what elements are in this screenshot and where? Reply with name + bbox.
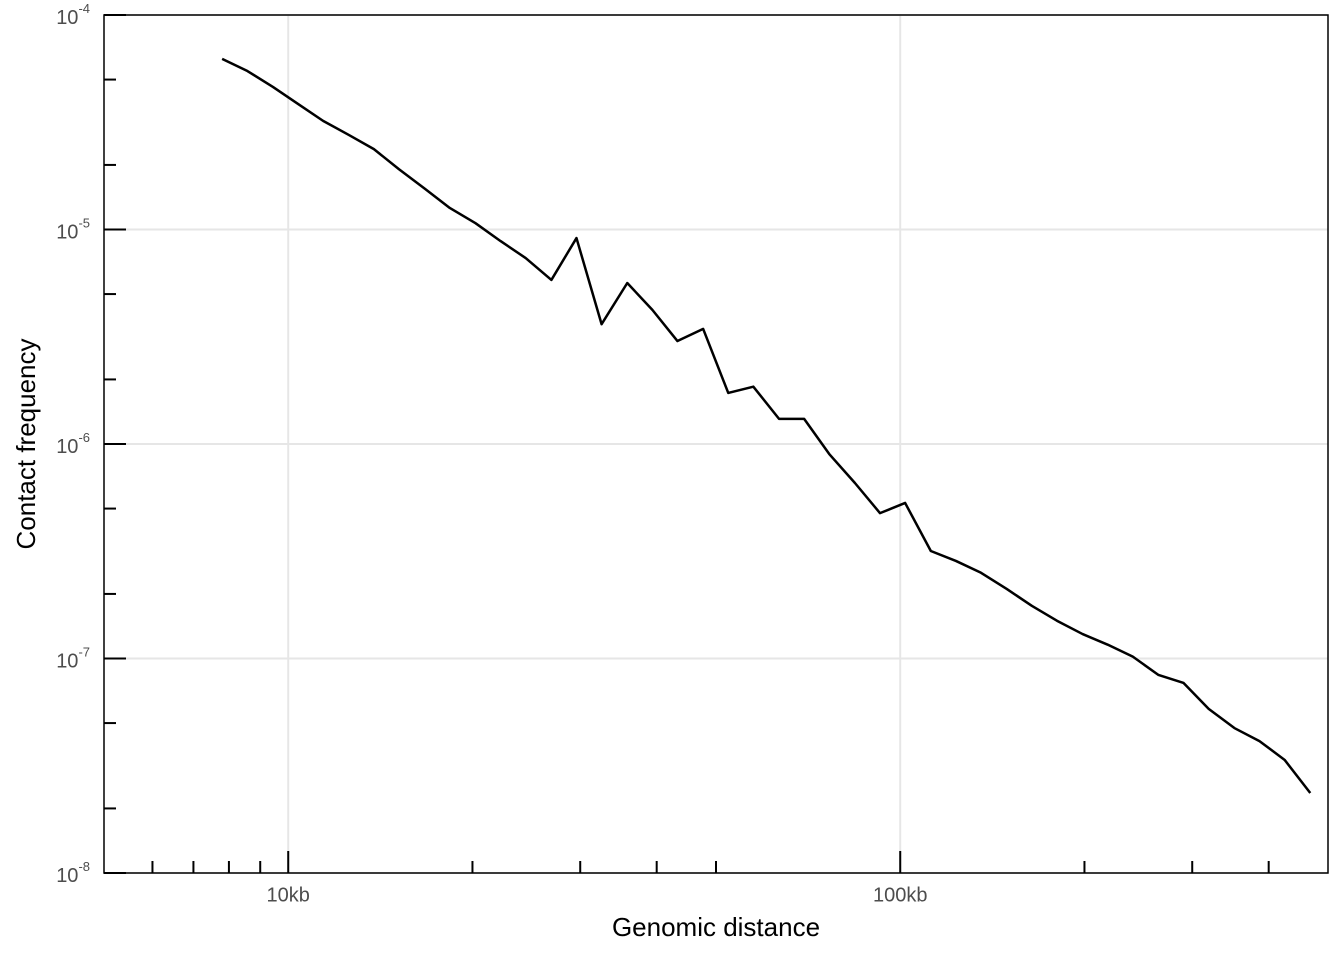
x-tick-label: 100kb [873, 884, 928, 906]
y-axis-title: Contact frequency [11, 338, 41, 549]
plot [221, 57, 1312, 794]
y-tick-exponent: -7 [78, 645, 90, 660]
data-line [221, 57, 1312, 794]
y-tick-label: 10-7 [56, 645, 90, 673]
y-tick-label: 10-4 [56, 1, 90, 29]
y-tick-base: 10 [56, 651, 78, 673]
y-tick-exponent: -6 [78, 430, 90, 445]
y-tick-label: 10-5 [56, 216, 90, 244]
x-tick-label: 10kb [267, 884, 310, 906]
y-tick-base: 10 [56, 865, 78, 887]
x-axis-title: Genomic distance [612, 912, 820, 942]
y-tick-exponent: -4 [78, 1, 90, 16]
y-tick-base: 10 [56, 222, 78, 244]
y-tick-base: 10 [56, 436, 78, 458]
y-tick-base: 10 [56, 7, 78, 29]
grid [104, 14, 1328, 874]
y-tick-exponent: -8 [78, 859, 90, 874]
y-tick-label: 10-8 [56, 859, 90, 887]
y-tick-exponent: -5 [78, 216, 90, 231]
y-tick-label: 10-6 [56, 430, 90, 458]
